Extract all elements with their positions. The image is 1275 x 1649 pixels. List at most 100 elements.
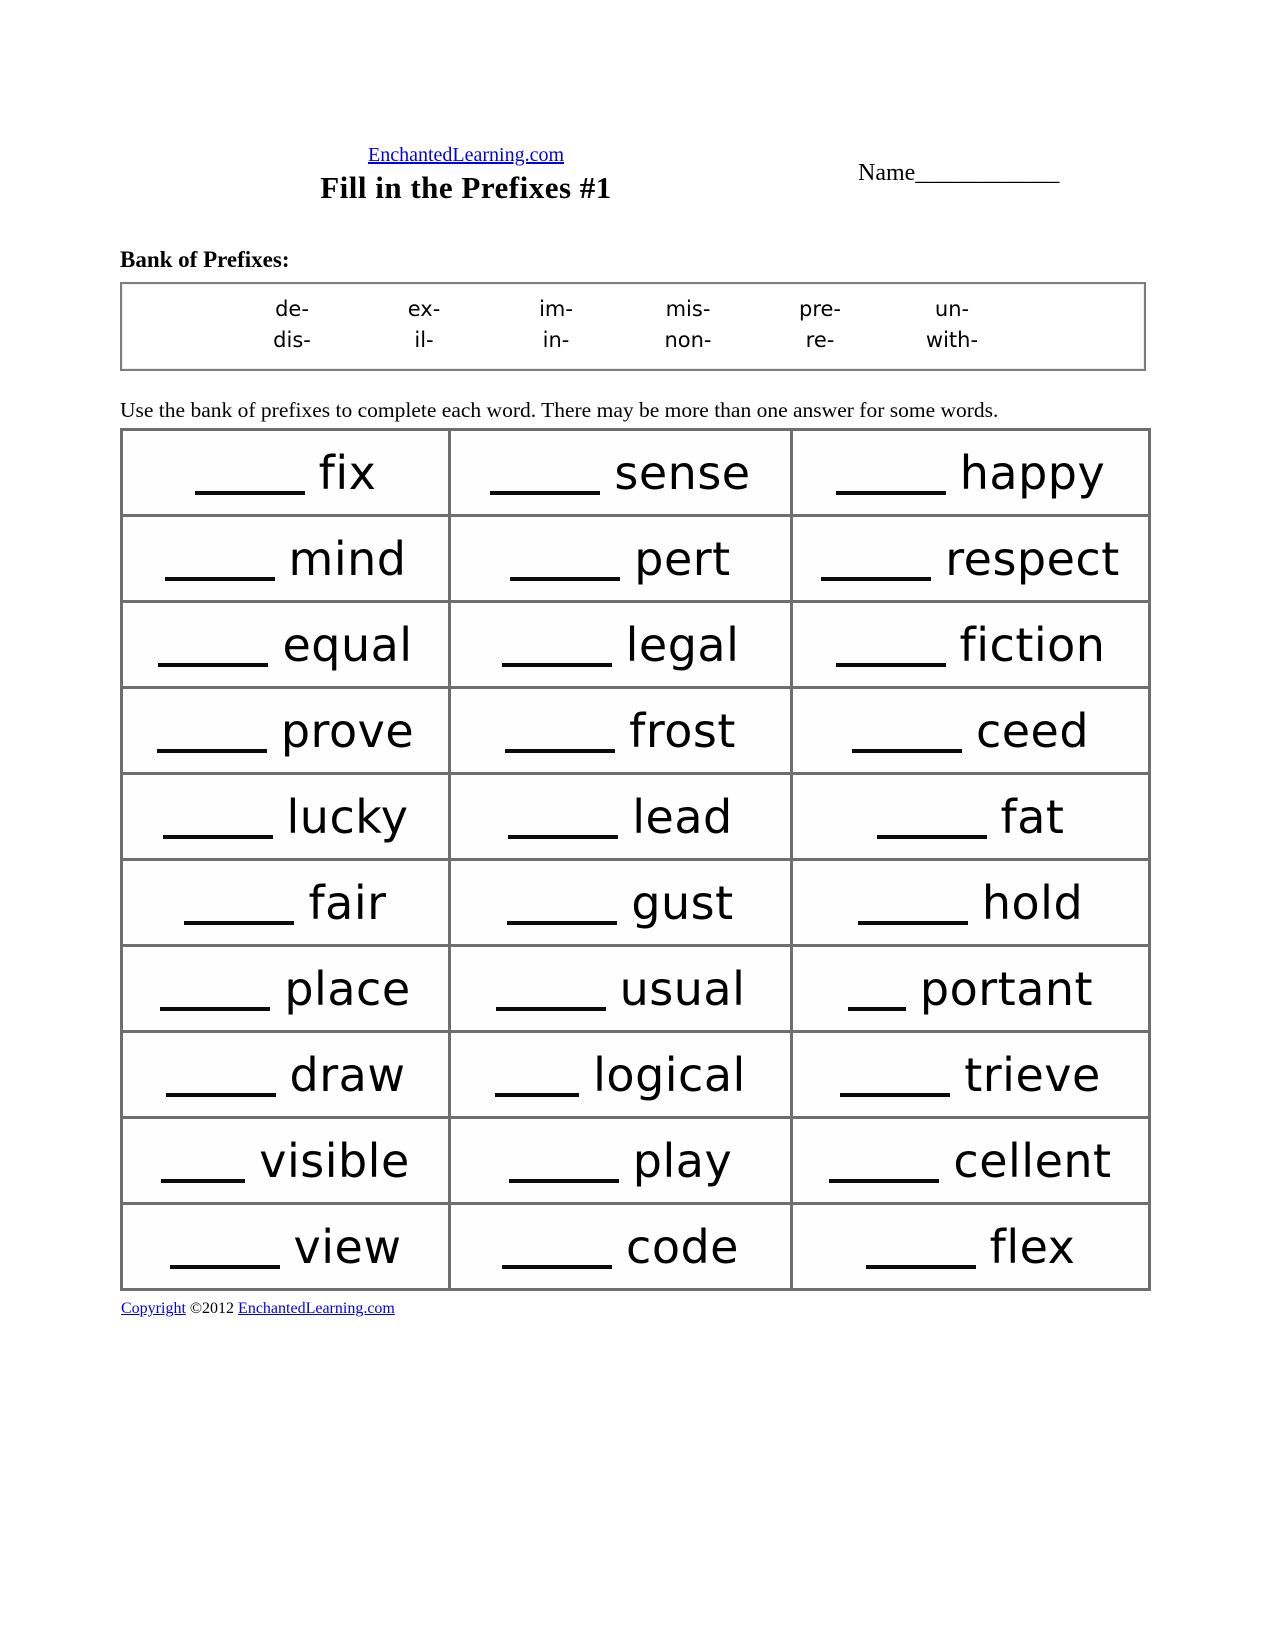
enchantedlearning-site-link[interactable]: EnchantedLearning.com xyxy=(367,144,565,166)
fill-in-blank xyxy=(495,1006,606,1011)
name-field: Name____________ xyxy=(858,160,1059,187)
fill-in-blank xyxy=(490,490,601,495)
fill-in-blank xyxy=(169,1264,280,1269)
word-stem: portant xyxy=(919,961,1094,1016)
fill-in-blank xyxy=(835,490,946,495)
prefix-item: non- xyxy=(664,328,712,352)
word-cell: legal xyxy=(448,600,793,689)
word-cell: lead xyxy=(448,772,793,861)
prefix-bank-row: dis-il-in-non-re-with- xyxy=(226,325,1018,356)
word-cell: respect xyxy=(790,514,1151,603)
word-stem: frost xyxy=(629,703,736,758)
word-stem: mind xyxy=(288,531,407,586)
prefix-bank-row: de-ex-im-mis-pre-un- xyxy=(226,294,1018,325)
word-cell: frost xyxy=(448,686,793,775)
word-stem: legal xyxy=(625,617,740,672)
word-cell: prove xyxy=(120,686,451,775)
prefix-item: pre- xyxy=(799,297,841,321)
fill-in-blank xyxy=(156,748,267,753)
word-cell: draw xyxy=(120,1030,451,1119)
word-stem: fat xyxy=(1000,789,1065,844)
fill-in-blank xyxy=(508,1178,619,1183)
page-title: Fill in the Prefixes #1 xyxy=(320,170,612,205)
word-cell: fair xyxy=(120,858,451,947)
word-cell: fat xyxy=(790,772,1151,861)
word-stem: respect xyxy=(945,531,1120,586)
prefix-item: de- xyxy=(275,297,309,321)
fill-in-blank xyxy=(162,834,273,839)
fill-in-blank xyxy=(821,576,932,581)
footer-site-link[interactable]: EnchantedLearning.com xyxy=(238,1300,395,1317)
word-cell: lucky xyxy=(120,772,451,861)
prefix-item: il- xyxy=(414,328,434,352)
word-cell: hold xyxy=(790,858,1151,947)
word-cell: ceed xyxy=(790,686,1151,775)
word-cell: mind xyxy=(120,514,451,603)
fill-in-blank xyxy=(847,1006,906,1011)
copyright-year: ©2012 xyxy=(189,1300,235,1317)
word-cell: view xyxy=(120,1202,451,1291)
word-cell: sense xyxy=(448,428,793,517)
fill-in-blank xyxy=(164,576,275,581)
word-stem: hold xyxy=(981,875,1084,930)
prefix-item: im- xyxy=(539,297,573,321)
word-row: view code flex xyxy=(120,1202,1151,1291)
word-stem: flex xyxy=(989,1219,1076,1274)
word-stem: fiction xyxy=(959,617,1106,672)
fill-in-blank xyxy=(829,1178,940,1183)
prefix-item: with- xyxy=(925,328,979,352)
word-stem: fair xyxy=(308,875,387,930)
word-stem: prove xyxy=(280,703,415,758)
word-table-body: fix sense happy mind pert respect equal legal fi… xyxy=(120,428,1151,1291)
fill-in-blank xyxy=(160,1006,271,1011)
fill-in-blank xyxy=(495,1092,580,1097)
word-cell: portant xyxy=(790,944,1151,1033)
fill-in-blank xyxy=(502,1264,613,1269)
word-cell: place xyxy=(120,944,451,1033)
word-cell: equal xyxy=(120,600,451,689)
word-row: draw logical trieve xyxy=(120,1030,1151,1119)
word-cell: trieve xyxy=(790,1030,1151,1119)
word-stem: place xyxy=(284,961,411,1016)
prefix-bank-box: de-ex-im-mis-pre-un-dis-il-in-non-re-wit… xyxy=(120,282,1146,371)
name-label: Name xyxy=(858,160,916,186)
prefix-item: dis- xyxy=(273,328,311,352)
fill-in-blank xyxy=(158,662,269,667)
word-row: mind pert respect xyxy=(120,514,1151,603)
word-row: equal legal fiction xyxy=(120,600,1151,689)
prefix-item: mis- xyxy=(665,297,711,321)
fill-in-blank xyxy=(194,490,305,495)
word-row: fix sense happy xyxy=(120,428,1151,517)
name-blank-line: ____________ xyxy=(915,160,1060,186)
instruction-text: Use the bank of prefixes to complete eac… xyxy=(120,398,999,422)
fill-in-blank xyxy=(840,1092,951,1097)
header: EnchantedLearning.com Fill in the Prefix… xyxy=(120,144,812,206)
fill-in-blank xyxy=(505,748,616,753)
word-table: fix sense happy mind pert respect equal legal fi… xyxy=(120,428,1151,1291)
word-stem: happy xyxy=(959,445,1106,500)
prefix-item: un- xyxy=(934,297,970,321)
word-cell: logical xyxy=(448,1030,793,1119)
fill-in-blank xyxy=(501,662,612,667)
word-stem: draw xyxy=(289,1047,406,1102)
fill-in-blank xyxy=(510,576,621,581)
word-cell: cellent xyxy=(790,1116,1151,1205)
word-stem: equal xyxy=(282,617,413,672)
word-cell: pert xyxy=(448,514,793,603)
word-cell: fix xyxy=(120,428,451,517)
prefix-item: re- xyxy=(805,328,835,352)
word-stem: lucky xyxy=(286,789,409,844)
fill-in-blank xyxy=(835,662,946,667)
prefix-bank-grid: de-ex-im-mis-pre-un-dis-il-in-non-re-wit… xyxy=(226,294,1018,356)
word-stem: trieve xyxy=(964,1047,1101,1102)
fill-in-blank xyxy=(507,920,618,925)
word-row: prove frost ceed xyxy=(120,686,1151,775)
prefix-item: ex- xyxy=(407,297,441,321)
fill-in-blank xyxy=(508,834,619,839)
fill-in-blank xyxy=(161,1178,246,1183)
word-stem: code xyxy=(626,1219,739,1274)
copyright-link[interactable]: Copyright xyxy=(121,1300,186,1317)
fill-in-blank xyxy=(865,1264,976,1269)
word-row: visible play cellent xyxy=(120,1116,1151,1205)
